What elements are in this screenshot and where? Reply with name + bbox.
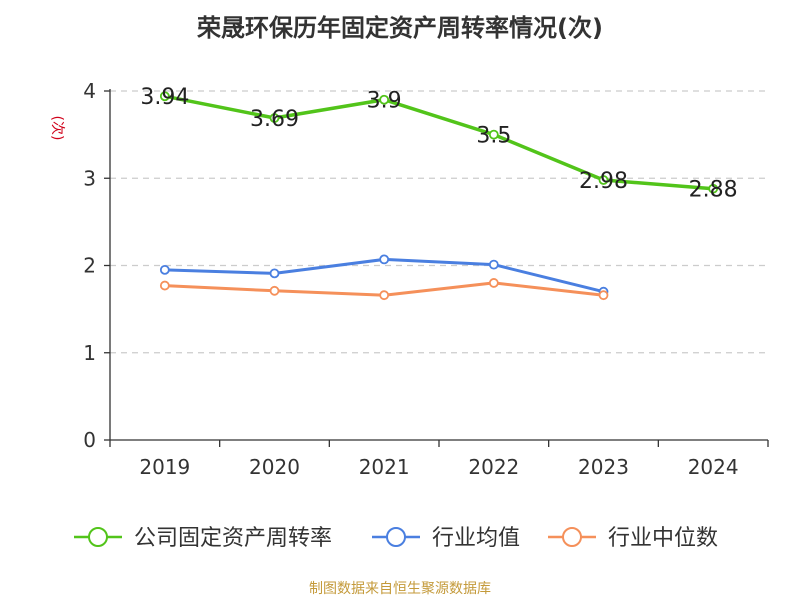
source-footer: 制图数据来自恒生聚源数据库: [309, 581, 491, 597]
legend-label: 行业均值: [432, 526, 520, 551]
data-point: [379, 290, 390, 301]
x-tick-label: 2024: [688, 455, 739, 479]
data-label: 2.88: [689, 178, 738, 203]
data-label: 3.5: [476, 124, 511, 149]
legend-swatch-marker: [386, 527, 406, 547]
x-tick-label: 2019: [139, 455, 190, 479]
data-point: [269, 285, 280, 296]
data-label: 3.69: [250, 107, 299, 132]
legend-swatch-marker: [562, 527, 582, 547]
x-tick-label: 2020: [249, 455, 300, 479]
data-point: [269, 268, 280, 279]
chart-title: 荣晟环保历年固定资产周转率情况(次): [197, 14, 603, 42]
series-lines: [159, 91, 719, 301]
data-point: [488, 278, 499, 288]
x-tick-label: 2021: [359, 455, 410, 479]
data-label: 3.94: [140, 85, 189, 110]
axes: 0 1 2 3 4 2019 2020 2021 2022 2023 2024 (次): [49, 79, 769, 479]
data-point: [269, 113, 280, 123]
data-point: [159, 91, 170, 102]
y-tick-label: 3: [83, 166, 96, 190]
y-tick-label: 4: [83, 79, 96, 103]
data-label: 2.98: [579, 169, 628, 194]
data-point: [598, 175, 609, 185]
data-label: 3.9: [367, 89, 402, 114]
data-point: [379, 94, 390, 105]
data-point: [488, 129, 499, 140]
x-tick-label: 2023: [578, 455, 629, 479]
y-axis-label: (次): [49, 116, 65, 141]
y-tick-label: 2: [83, 254, 96, 278]
legend-label: 公司固定资产周转率: [134, 526, 332, 551]
data-labels: 3.94 3.69 3.9 3.5 2.98 2.88: [140, 85, 737, 202]
data-point: [708, 183, 719, 194]
legend: 公司固定资产周转率 行业均值 行业中位数: [74, 526, 718, 551]
data-point: [159, 280, 170, 291]
y-tick-label: 0: [83, 428, 96, 452]
series-line: [163, 94, 715, 191]
data-point: [598, 290, 609, 301]
data-point: [379, 254, 390, 265]
gridlines: [110, 90, 768, 354]
data-point: [159, 264, 170, 275]
legend-label: 行业中位数: [608, 526, 718, 551]
x-tick-label: 2022: [468, 455, 519, 479]
y-tick-label: 1: [83, 341, 96, 365]
legend-swatch-marker: [88, 527, 108, 547]
data-point: [488, 259, 499, 270]
